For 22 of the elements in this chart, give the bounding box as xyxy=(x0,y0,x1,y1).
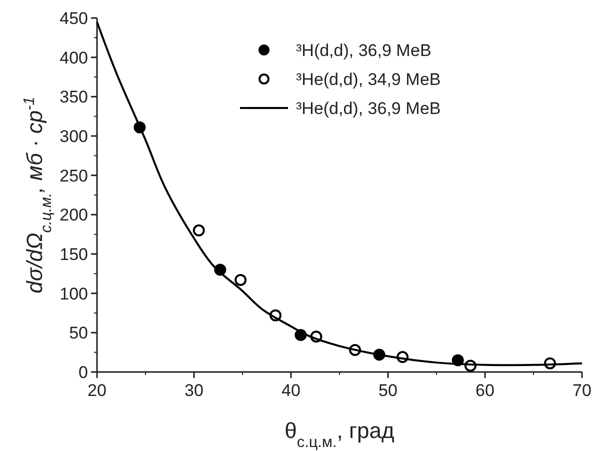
y-tick-label: 450 xyxy=(60,9,88,28)
y-tick-label: 50 xyxy=(69,324,88,343)
y-tick-label: 150 xyxy=(60,245,88,264)
x-tick-label: 50 xyxy=(378,381,398,400)
y-tick-label: 400 xyxy=(60,48,88,68)
y-tick-label: 300 xyxy=(60,127,88,146)
x-tick-label: 30 xyxy=(184,381,204,400)
legend-label: ³He(d,d), 36,9 МеВ xyxy=(296,99,441,118)
y-tick-label: 200 xyxy=(60,206,88,225)
point xyxy=(234,274,247,286)
x-axis-title: θ$_{с.ц.м.}$, град xyxy=(284,418,395,450)
legend-label: ³H(d,d), 36,9 МеВ xyxy=(296,41,432,60)
legend-label: ³He(d,d), 34,9 МеВ xyxy=(296,70,441,89)
y-tick-label: 0 xyxy=(78,363,88,382)
x-tick-label: 70 xyxy=(572,381,592,400)
x-tick-label: 40 xyxy=(282,381,300,400)
y-tick-label: 100 xyxy=(60,284,88,304)
y-tick-label: 350 xyxy=(60,88,88,107)
x-tick-label: 20 xyxy=(88,381,106,400)
y-tick-label: 250 xyxy=(60,166,88,186)
x-tick-label: 60 xyxy=(476,381,494,400)
point xyxy=(192,224,205,236)
